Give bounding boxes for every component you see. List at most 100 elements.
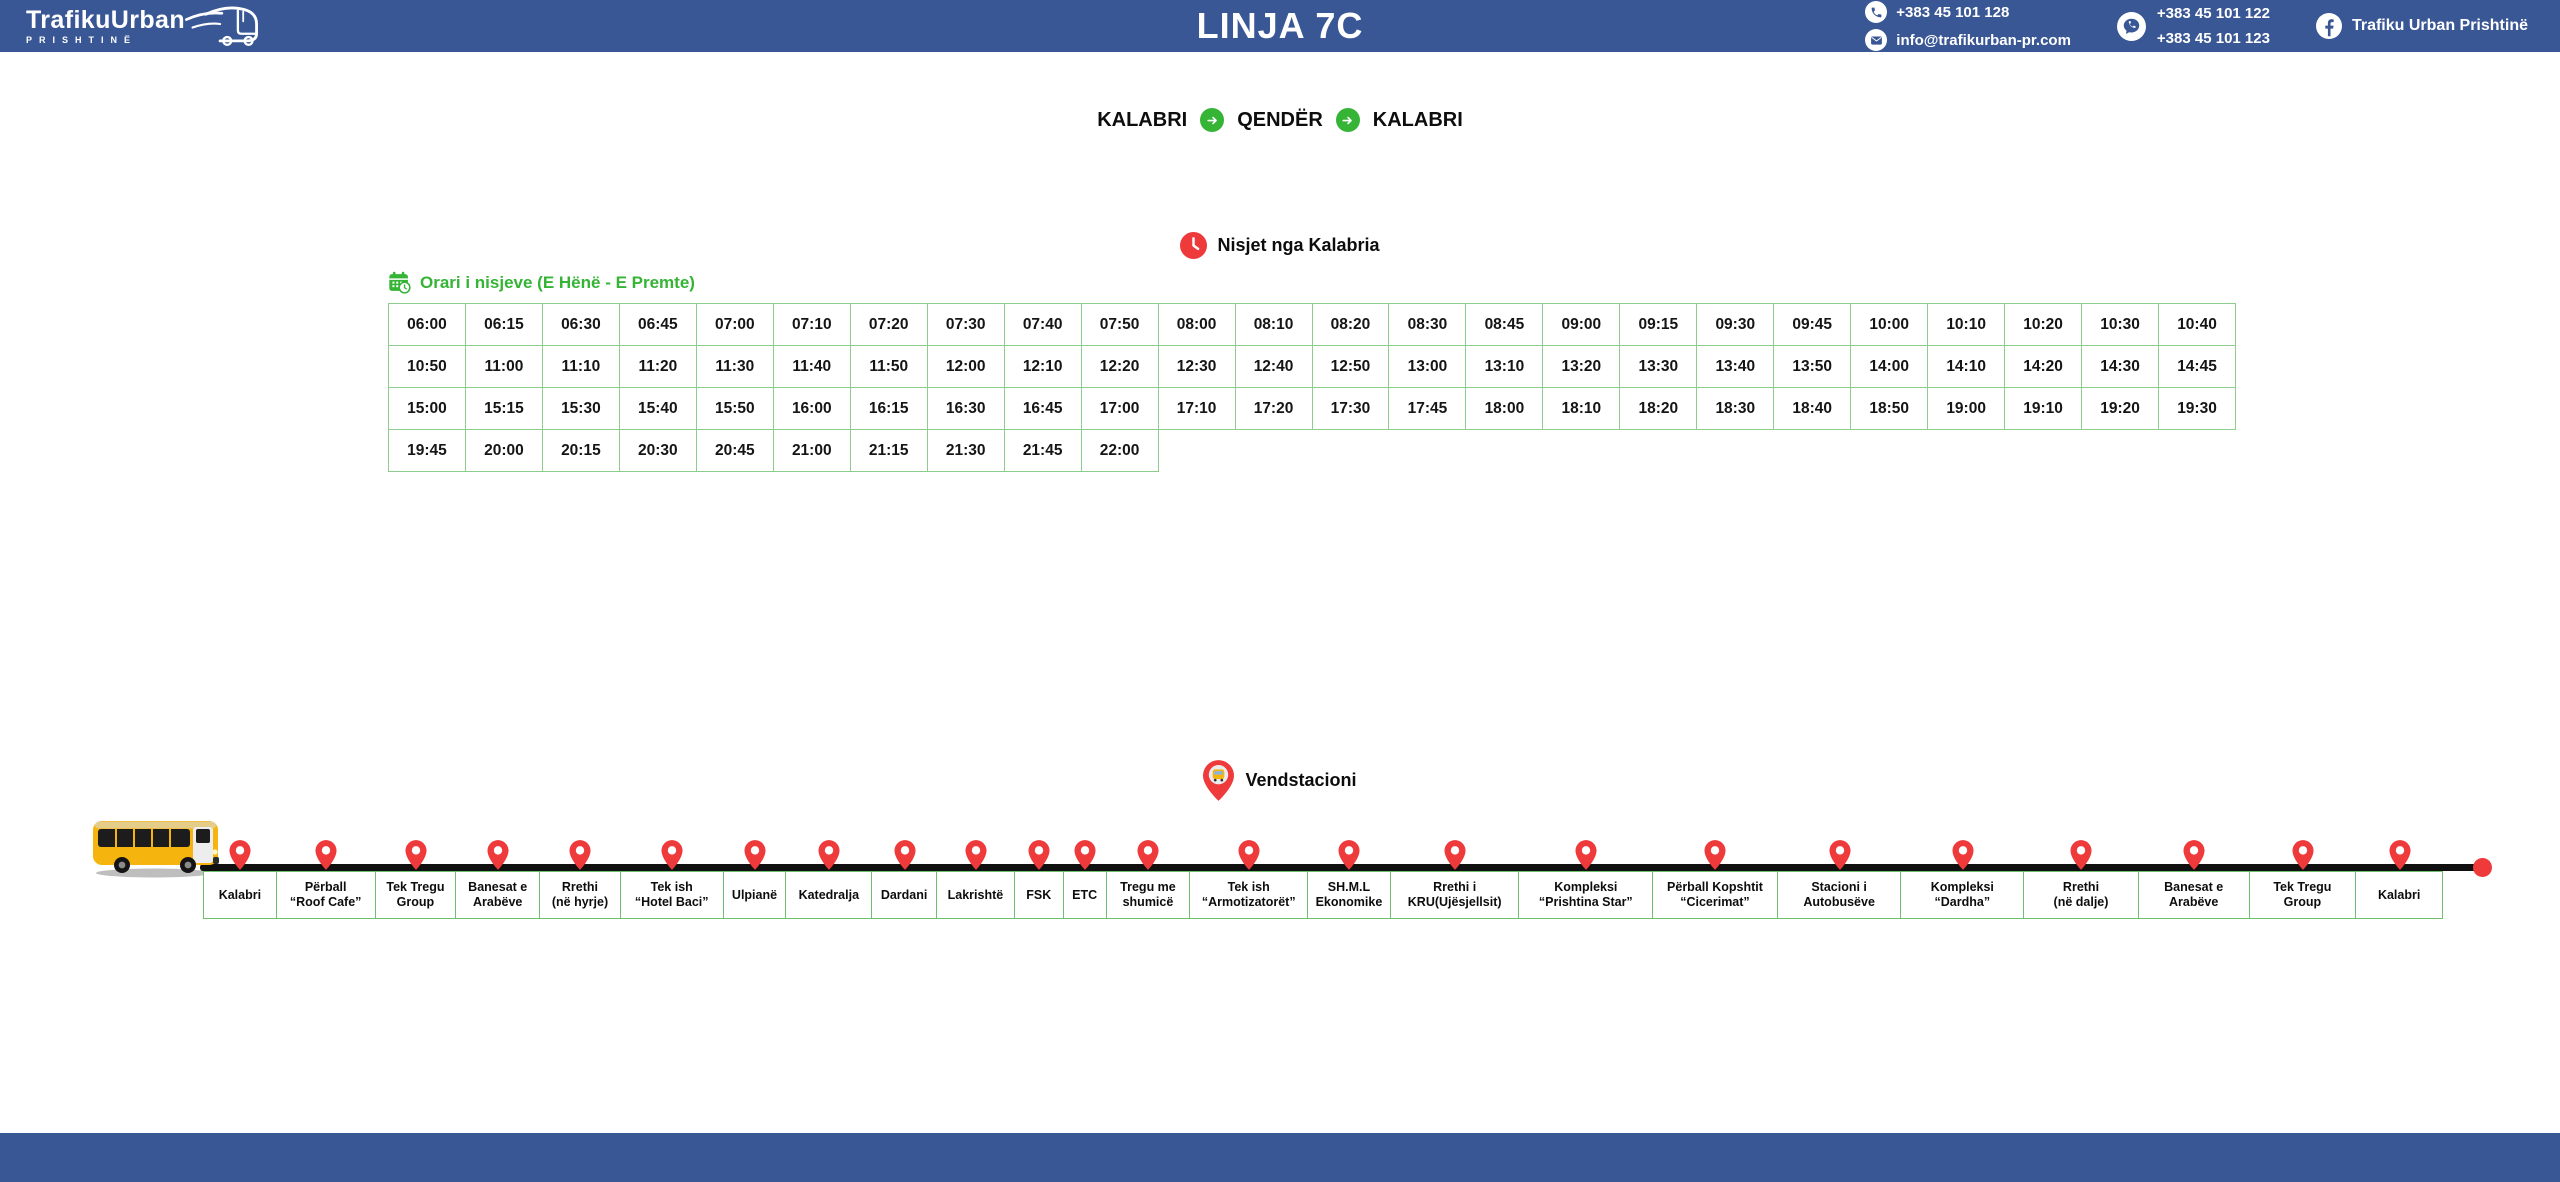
departure-time-cell: 14:45 bbox=[2159, 346, 2236, 388]
departure-time-cell: 22:00 bbox=[1081, 430, 1159, 472]
departure-time-cell: 08:00 bbox=[1158, 304, 1236, 346]
calendar-icon bbox=[389, 271, 411, 294]
departure-time-cell: 19:20 bbox=[2082, 388, 2160, 430]
map-pin-icon bbox=[1137, 840, 1159, 870]
station-label: Kalabri bbox=[2356, 871, 2444, 919]
departure-time-cell: 13:20 bbox=[1543, 346, 1621, 388]
map-pin-icon bbox=[1575, 840, 1597, 870]
arrow-right-icon bbox=[1335, 108, 1360, 132]
station: Banesat e Arabëve bbox=[2138, 840, 2250, 919]
timetable-grid: 06:00 06:15 06:30 06:45 07:00 07:10 07:20 07:30… bbox=[388, 303, 2236, 472]
station-label: Kompleksi “Dardha” bbox=[1901, 871, 2025, 919]
schedule-section: Orari i nisjeve (E Hënë - E Premte) 06:0… bbox=[388, 271, 2236, 472]
station: Tek ish “Hotel Baci” bbox=[620, 840, 724, 919]
station-label: Tregu me shumicë bbox=[1106, 871, 1191, 919]
departure-time-cell: 12:50 bbox=[1312, 346, 1390, 388]
departure-time-cell: 21:30 bbox=[927, 430, 1005, 472]
viber-number-1[interactable]: +383 45 101 122 bbox=[2156, 5, 2270, 22]
bus-icon bbox=[93, 821, 219, 878]
departure-time-cell: 21:15 bbox=[850, 430, 928, 472]
departure-time-cell: 08:30 bbox=[1389, 304, 1467, 346]
route-direction: KALABRI QENDËR KALABRI bbox=[0, 108, 2560, 132]
map-pin-icon bbox=[661, 840, 683, 870]
station: ETC bbox=[1063, 840, 1107, 919]
departure-time-cell: 06:15 bbox=[465, 304, 543, 346]
departure-time-cell: 10:30 bbox=[2082, 304, 2160, 346]
departure-time-cell: 14:20 bbox=[2005, 346, 2083, 388]
departure-time-cell: 12:10 bbox=[1004, 346, 1082, 388]
departure-time-cell: 06:45 bbox=[619, 304, 697, 346]
departure-time-cell: 20:00 bbox=[465, 430, 543, 472]
departure-time-cell: 07:30 bbox=[927, 304, 1005, 346]
route-via: QENDËR bbox=[1237, 108, 1323, 131]
departure-time-cell: 12:20 bbox=[1081, 346, 1159, 388]
station-label: ETC bbox=[1063, 871, 1107, 919]
station: Kompleksi “Prishtina Star” bbox=[1519, 840, 1654, 919]
map-pin-icon bbox=[2292, 840, 2314, 870]
departures-heading-label: Nisjet nga Kalabria bbox=[1217, 235, 1380, 255]
station-label: Ulpianë bbox=[723, 871, 787, 919]
header: TrafikuUrban PRISHTINË LINJA 7C +383 45 … bbox=[0, 0, 2560, 52]
route-line bbox=[200, 864, 2485, 871]
clock-icon bbox=[1180, 232, 1208, 259]
station: Ulpianë bbox=[723, 840, 787, 919]
departure-time-cell: 16:45 bbox=[1004, 388, 1082, 430]
departure-time-cell: 09:45 bbox=[1774, 304, 1852, 346]
facebook-label: Trafiku Urban Prishtinë bbox=[2351, 17, 2528, 34]
map-pin-icon bbox=[1338, 840, 1360, 870]
departure-time-cell: 14:00 bbox=[1851, 346, 1929, 388]
departure-time-cell: 16:30 bbox=[927, 388, 1005, 430]
footer bbox=[0, 1133, 2560, 1182]
station-label: Përball “Roof Cafe” bbox=[276, 871, 376, 919]
map-pin-icon bbox=[1238, 840, 1260, 870]
facebook-link[interactable]: Trafiku Urban Prishtinë bbox=[2315, 13, 2528, 39]
map-pin-icon bbox=[1074, 840, 1096, 870]
station-label: Kompleksi “Prishtina Star” bbox=[1519, 871, 1654, 919]
departure-time-cell: 11:50 bbox=[850, 346, 928, 388]
departure-time-cell: 08:45 bbox=[1466, 304, 1544, 346]
station: Katedralja bbox=[786, 840, 873, 919]
stations-heading: Vendstacioni bbox=[0, 760, 2560, 801]
phone-number: +383 45 101 128 bbox=[1896, 3, 2010, 21]
email-address: info@trafikurban-pr.com bbox=[1896, 31, 2071, 49]
station: Tek ish “Armotizatorët” bbox=[1190, 840, 1309, 919]
departure-time-cell: 10:00 bbox=[1851, 304, 1929, 346]
station-label: Tek ish “Hotel Baci” bbox=[620, 871, 724, 919]
map-pin-icon bbox=[569, 840, 591, 870]
departure-time-cell: 19:30 bbox=[2159, 388, 2236, 430]
viber-number-2[interactable]: +383 45 101 123 bbox=[2156, 30, 2270, 47]
station: Përball Kopshtit “Cicerimat” bbox=[1653, 840, 1778, 919]
station: Tregu me shumicë bbox=[1106, 840, 1191, 919]
station-label: Banesat e Arabëve bbox=[456, 871, 541, 919]
station: Lakrishtë bbox=[937, 840, 1015, 919]
map-pin-icon bbox=[487, 840, 509, 870]
departure-time-cell: 14:30 bbox=[2082, 346, 2160, 388]
departure-time-cell: 15:40 bbox=[619, 388, 697, 430]
departure-time-cell: 21:45 bbox=[1004, 430, 1082, 472]
departure-time-cell: 18:30 bbox=[1697, 388, 1775, 430]
departure-time-cell: 13:30 bbox=[1620, 346, 1698, 388]
station-label: Banesat e Arabëve bbox=[2138, 871, 2250, 919]
departure-time-cell: 13:50 bbox=[1774, 346, 1852, 388]
station: Rrethi (në hyrje) bbox=[540, 840, 621, 919]
page-title: LINJA 7C bbox=[1196, 5, 1364, 46]
station: Kalabri bbox=[2356, 840, 2444, 919]
station-label: Dardani bbox=[872, 871, 938, 919]
departure-time-cell: 17:30 bbox=[1312, 388, 1390, 430]
departure-time-cell: 11:20 bbox=[619, 346, 697, 388]
email-link[interactable]: info@trafikurban-pr.com bbox=[1865, 29, 2071, 51]
station: Kalabri bbox=[203, 840, 277, 919]
map-pin-icon bbox=[894, 840, 916, 870]
logo-title: TrafikuUrban bbox=[26, 5, 185, 34]
station-label: Përball Kopshtit “Cicerimat” bbox=[1653, 871, 1778, 919]
station-label: SH.M.L Ekonomike bbox=[1308, 871, 1391, 919]
departure-time-cell: 13:10 bbox=[1466, 346, 1544, 388]
stations-heading-label: Vendstacioni bbox=[1245, 770, 1357, 790]
departure-time-cell: 10:40 bbox=[2159, 304, 2236, 346]
route-from: KALABRI bbox=[1097, 108, 1188, 131]
departure-time-cell: 20:45 bbox=[696, 430, 774, 472]
map-pin-icon bbox=[2070, 840, 2092, 870]
phone-link[interactable]: +383 45 101 128 bbox=[1865, 1, 2071, 23]
facebook-icon bbox=[2315, 13, 2342, 39]
logo[interactable]: TrafikuUrban PRISHTINË bbox=[0, 4, 261, 48]
